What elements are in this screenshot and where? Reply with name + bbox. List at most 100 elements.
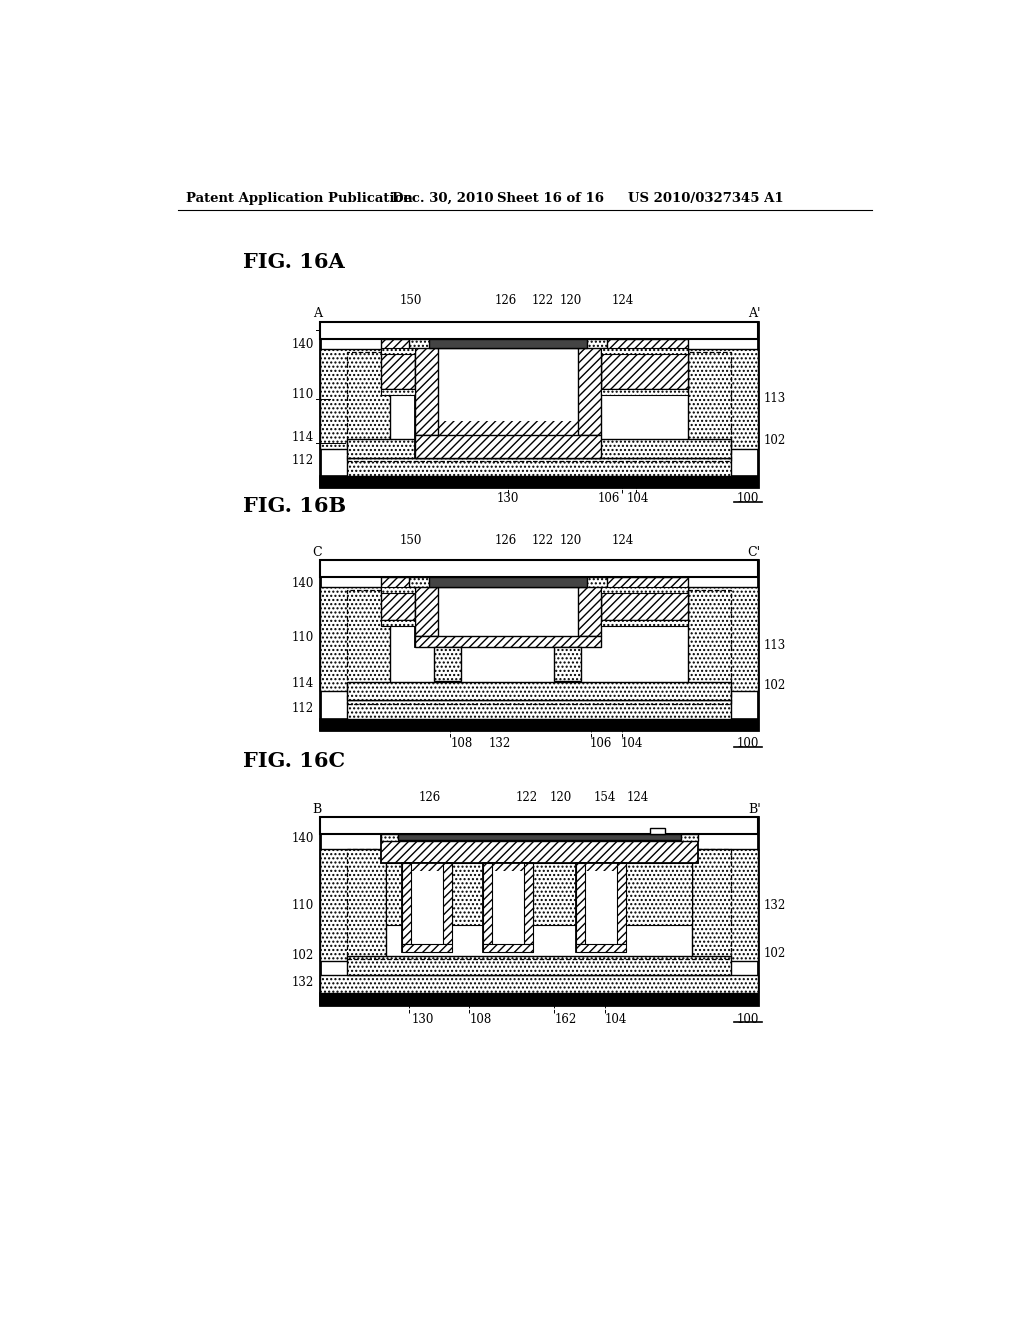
Text: FIG. 16A: FIG. 16A [243,252,344,272]
Bar [554,647,582,681]
Text: 122: 122 [531,533,554,546]
Text: 130: 130 [497,492,519,506]
Text: 126: 126 [419,791,441,804]
Text: 106: 106 [597,492,620,506]
Bar [409,577,607,586]
Bar [415,577,601,647]
Text: 140: 140 [292,577,314,590]
Bar [452,863,483,924]
Bar [397,834,681,840]
Text: 104: 104 [627,492,649,506]
Bar [347,590,731,704]
Text: 113: 113 [764,639,785,652]
Bar [534,863,575,924]
Bar [692,849,758,961]
Bar [409,339,607,348]
Text: FIG. 16B: FIG. 16B [243,496,346,516]
Bar [401,863,452,952]
Bar [386,863,401,924]
Bar [321,477,758,487]
Bar [321,719,758,730]
Text: 100: 100 [737,737,759,750]
Bar [578,577,601,636]
Text: 102: 102 [764,680,785,693]
Text: 102: 102 [764,948,785,961]
Bar [381,586,415,593]
Bar [381,339,415,388]
Bar [442,863,452,944]
Bar [321,993,758,1006]
Bar [601,388,688,395]
Text: 110: 110 [292,388,314,401]
Bar [321,560,758,577]
Text: 110: 110 [292,631,314,644]
Text: 102: 102 [764,434,785,447]
Bar [381,834,697,841]
Bar [381,619,415,626]
Text: 132: 132 [292,975,314,989]
Text: 106: 106 [590,737,612,750]
Text: 104: 104 [605,1012,628,1026]
Bar [410,871,444,944]
Text: A: A [312,308,322,321]
Bar [401,944,452,952]
Bar [415,434,601,458]
Text: C: C [312,546,322,560]
Text: A': A' [748,308,761,321]
Bar [321,322,758,339]
Text: 113: 113 [764,392,785,405]
Bar [617,863,627,944]
Bar [321,817,758,1006]
Bar [490,871,525,944]
Bar [347,440,731,458]
Text: Sheet 16 of 16: Sheet 16 of 16 [497,191,604,205]
Bar [321,849,386,961]
Text: 108: 108 [469,1012,492,1026]
Bar [524,863,534,944]
Text: US 2010/0327345 A1: US 2010/0327345 A1 [628,191,783,205]
Bar [434,647,461,681]
Bar [578,339,601,434]
Text: 104: 104 [621,737,643,750]
Text: 102: 102 [292,949,314,962]
Bar [649,828,665,834]
Bar [415,339,601,458]
Bar [429,339,587,348]
Bar [347,956,731,974]
Bar [584,871,618,944]
Bar [415,339,438,434]
Text: 154: 154 [594,791,615,804]
Bar [347,849,731,960]
Text: 126: 126 [495,533,517,546]
Bar [381,577,415,619]
Bar [575,863,586,944]
Text: FIG. 16C: FIG. 16C [243,751,345,771]
Text: 120: 120 [549,791,571,804]
Bar [381,834,697,863]
Bar [575,944,627,952]
Bar [426,589,590,636]
Text: 162: 162 [555,1012,577,1026]
Bar [347,458,731,477]
Bar [601,577,688,619]
Text: 126: 126 [495,294,517,308]
Bar [381,388,415,395]
Text: Dec. 30, 2010: Dec. 30, 2010 [391,191,493,205]
Text: 124: 124 [611,533,634,546]
Bar [601,348,688,354]
Bar [321,974,758,993]
Text: 114: 114 [292,430,314,444]
Bar [415,636,601,647]
Bar [321,817,758,834]
Text: 120: 120 [559,294,582,308]
Bar [429,577,587,586]
Bar [483,863,493,944]
Text: 132: 132 [488,737,511,750]
Bar [601,586,688,593]
Bar [601,619,688,626]
Text: 122: 122 [531,294,554,308]
Text: 114: 114 [292,677,314,690]
Bar [401,863,411,944]
Bar [688,348,758,449]
Text: 140: 140 [292,832,314,845]
